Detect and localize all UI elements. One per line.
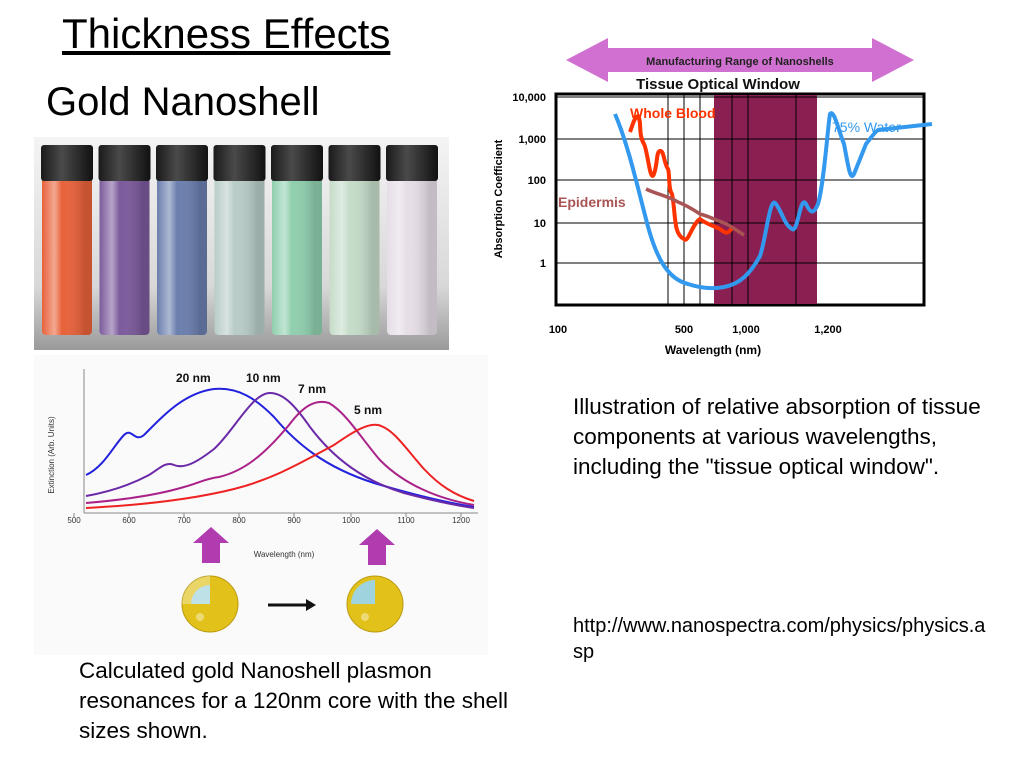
vial (156, 145, 208, 335)
abs-y-tick: 1 (540, 258, 546, 270)
abs-x-tick: 1,000 (732, 324, 760, 336)
tissue-optical-window-label: Tissue Optical Window (636, 76, 800, 93)
label-10nm: 10 nm (246, 371, 281, 385)
vial-glass-shine (214, 177, 265, 335)
abs-x-tick: 100 (549, 324, 567, 336)
abs-y-axis-label: Absorption Coefficient (493, 139, 505, 258)
vial-glass-shine (387, 177, 437, 335)
ext-x-axis-label: Wavelength (nm) (254, 550, 315, 559)
slide-title: Thickness Effects (62, 10, 391, 57)
vial (271, 145, 323, 335)
vial-cap (213, 145, 266, 181)
vial-glass-shine (99, 177, 150, 335)
ext-x-tick: 1200 (452, 516, 470, 525)
legend-whole-blood: Whole Blood (630, 105, 716, 121)
vial (213, 145, 266, 335)
vial (98, 145, 151, 335)
vial-glass-shine (329, 177, 380, 335)
ext-curve-20nm (85, 387, 475, 508)
ext-curve-5nm (85, 423, 475, 509)
label-7nm: 7 nm (298, 382, 326, 396)
vial-cap (41, 145, 93, 181)
water-curve (613, 111, 933, 291)
ext-x-tick: 600 (122, 516, 136, 525)
ext-curve-10nm (85, 391, 475, 509)
vial-glass-shine (42, 177, 92, 335)
ext-x-tick: 700 (177, 516, 191, 525)
nanoshell-caption: Calculated gold Nanoshell plasmon resona… (79, 658, 508, 743)
optical-window-band (714, 95, 817, 304)
abs-y-tick: 10 (534, 218, 546, 230)
ext-x-tick: 800 (232, 516, 246, 525)
ext-y-axis-label: Extinction (Arb. Units) (47, 416, 56, 494)
absorption-caption: Illustration of relative absorption of t… (573, 394, 981, 479)
thick-nanoshell-icon (181, 575, 239, 633)
ext-x-tick: 500 (67, 516, 81, 525)
epidermis-curve (645, 187, 745, 237)
ext-x-tick: 1000 (342, 516, 360, 525)
abs-y-tick: 10,000 (512, 92, 546, 104)
vial-glass-shine (272, 177, 322, 335)
vial (386, 145, 438, 335)
vial-cap (328, 145, 381, 181)
ext-x-ticks (73, 513, 462, 517)
slide-subtitle: Gold Nanoshell (46, 80, 320, 124)
vial-cap (156, 145, 208, 181)
abs-x-axis-label: Wavelength (nm) (665, 343, 761, 357)
vial-glass-shine (157, 177, 207, 335)
resonance-arrow-right (359, 529, 395, 565)
abs-x-tick: 500 (675, 324, 693, 336)
thin-nanoshell-icon (346, 575, 404, 633)
vial-cap (98, 145, 151, 181)
ext-curve-7nm (85, 400, 475, 506)
extinction-chart: 20 nm 10 nm 7 nm 5 nm 500 600 700 800 90… (34, 355, 488, 655)
ext-x-tick: 900 (287, 516, 301, 525)
nanoshell-vials-photo (34, 137, 449, 350)
vial (328, 145, 381, 335)
abs-y-tick: 100 (528, 175, 546, 187)
shift-arrow-icon (268, 599, 316, 611)
manufacturing-range-label: Manufacturing Range of Nanoshells (646, 56, 834, 68)
absorption-chart: Manufacturing Range of Nanoshells Tissue… (493, 38, 933, 357)
legend-water: 75% Water (832, 119, 901, 135)
label-5nm: 5 nm (354, 403, 382, 417)
vial-cap (271, 145, 323, 181)
absorption-gridlines (556, 94, 924, 305)
legend-epidermis: Epidermis (558, 194, 626, 210)
manufacturing-range-arrow: Manufacturing Range of Nanoshells (566, 38, 914, 82)
whole-blood-curve (628, 113, 734, 242)
ext-x-tick: 1100 (397, 516, 415, 525)
label-20nm: 20 nm (176, 371, 211, 385)
vial (41, 145, 93, 335)
abs-x-tick: 1,200 (814, 324, 842, 336)
resonance-arrows (193, 527, 395, 565)
abs-y-tick: 1,000 (518, 134, 546, 146)
vial-cap (386, 145, 438, 181)
manufacturing-range-arrow-shape (566, 38, 914, 82)
resonance-arrow-left (193, 527, 229, 563)
source-url: http://www.nanospectra.com/physics/physi… (573, 615, 986, 663)
